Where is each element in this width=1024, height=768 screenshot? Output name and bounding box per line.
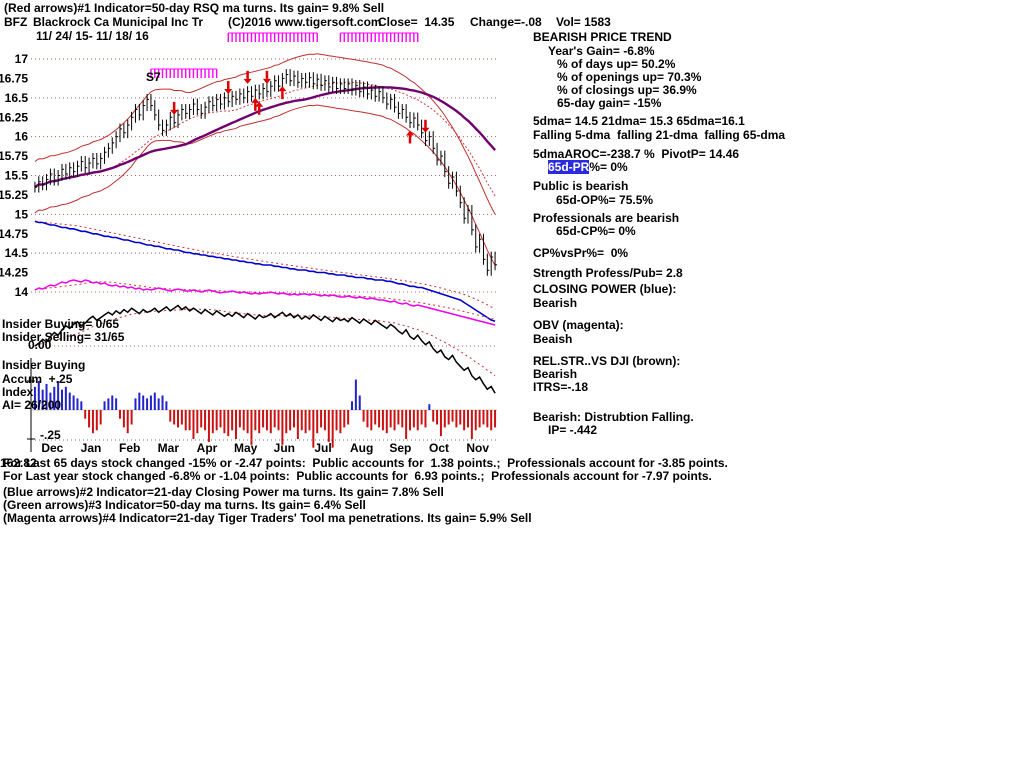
copyright-text: (C)2016 www.tigersoft.com xyxy=(228,15,382,29)
magenta-arrows-indicator-line: (Magenta arrows)#4 Indicator=21-day Tige… xyxy=(3,511,532,525)
ticker-symbol: BFZ xyxy=(4,15,28,29)
stat-65d-pr: 65d-PR%= 0% xyxy=(548,160,628,174)
footer-overlay-number: 162.82 xyxy=(0,456,37,470)
svg-text:16.25: 16.25 xyxy=(0,110,28,124)
svg-text:16.5: 16.5 xyxy=(5,91,29,105)
stat-closings-up: % of closings up= 36.9% xyxy=(557,83,697,97)
svg-text:Jul: Jul xyxy=(314,441,331,455)
svg-text:16.75: 16.75 xyxy=(0,71,28,85)
trend-title: BEARISH PRICE TREND xyxy=(533,30,672,44)
svg-text:Dec: Dec xyxy=(41,441,63,455)
accum-pane-label-4: AI= 26/200 xyxy=(2,398,62,412)
svg-text:17: 17 xyxy=(15,52,29,66)
stat-strength-ratio: Strength Profess/Pub= 2.8 xyxy=(533,266,683,280)
footer-65day-summary: For Last 65 days stock changed -15% or -… xyxy=(3,456,728,470)
stat-itrs: ITRS=-.18 xyxy=(533,380,589,394)
rs-zero-label: 0.00 xyxy=(28,338,52,352)
stat-days-up: % of days up= 50.2% xyxy=(557,57,676,71)
svg-text:14.25: 14.25 xyxy=(0,266,28,280)
stat-dma-values: 5dma= 14.5 21dma= 15.3 65dma=16.1 xyxy=(533,114,745,128)
stat-public-bearish: Public is bearish xyxy=(533,179,629,193)
svg-text:Jan: Jan xyxy=(81,441,102,455)
svg-text:Oct: Oct xyxy=(429,441,449,455)
volume-value: Vol= 1583 xyxy=(556,15,611,29)
svg-text:16: 16 xyxy=(15,130,29,144)
stat-openings-up: % of openings up= 70.3% xyxy=(557,70,702,84)
svg-text:15: 15 xyxy=(15,207,29,221)
obv-title: OBV (magenta): xyxy=(533,318,624,332)
svg-text:Mar: Mar xyxy=(158,441,180,455)
accum-pane-label-2: Accum +.25 xyxy=(2,372,73,386)
insider-buying-count: Insider Buying= 0/65 xyxy=(2,317,120,331)
stat-years-gain: Year's Gain= -6.8% xyxy=(548,44,655,58)
stat-cp-vs-pr: CP%vsPr%= 0% xyxy=(533,246,629,260)
svg-text:Jun: Jun xyxy=(274,441,295,455)
stat-65d-cp: 65d-CP%= 0% xyxy=(556,224,636,238)
insider-selling-count: Insider Selling= 31/65 xyxy=(2,330,125,344)
blue-arrows-indicator-line: (Blue arrows)#2 Indicator=21-day Closing… xyxy=(3,485,444,499)
svg-text:Sep: Sep xyxy=(389,441,411,455)
stat-65d-pr-value: %= 0% xyxy=(589,160,628,174)
svg-text:May: May xyxy=(234,441,258,455)
stat-65d-op: 65d-OP%= 75.5% xyxy=(556,193,654,207)
svg-text:Aug: Aug xyxy=(350,441,373,455)
svg-text:Nov: Nov xyxy=(466,441,489,455)
company-name: Blackrock Ca Municipal Inc Tr xyxy=(33,15,204,29)
relstr-state: Bearish xyxy=(533,367,578,381)
red-arrows-indicator-line: (Red arrows)#1 Indicator=50-day RSQ ma t… xyxy=(4,1,385,15)
svg-text:15.25: 15.25 xyxy=(0,188,28,202)
svg-text:Apr: Apr xyxy=(197,441,218,455)
date-range: 11/ 24/ 15- 11/ 18/ 16 xyxy=(36,29,149,43)
stat-dma-direction: Falling 5-dma falling 21-dma falling 65-… xyxy=(533,128,786,142)
stat-65day-gain: 65-day gain= -15% xyxy=(557,96,662,110)
closing-power-title: CLOSING POWER (blue): xyxy=(533,282,677,296)
change-value: Change=-.08 xyxy=(470,15,542,29)
svg-text:14.75: 14.75 xyxy=(0,227,28,241)
closing-power-state: Bearish xyxy=(533,296,578,310)
close-value: Close= 14.35 xyxy=(378,15,455,29)
footer-year-summary: For Last year stock changed -6.8% or -1.… xyxy=(3,469,712,483)
svg-text:14.5: 14.5 xyxy=(5,246,29,260)
accum-pane-label-3: Index xyxy=(2,385,34,399)
accum-neg-scale-label: -.25 xyxy=(40,428,61,442)
stat-prof-bearish: Professionals are bearish xyxy=(533,211,680,225)
svg-text:14: 14 xyxy=(15,285,29,299)
stat-65d-pr-highlight: 65d-PR xyxy=(548,160,590,174)
stat-ip: IP= -.442 xyxy=(548,423,598,437)
obv-state: Beaish xyxy=(533,332,573,346)
svg-text:15.5: 15.5 xyxy=(5,169,29,183)
svg-text:15.75: 15.75 xyxy=(0,149,28,163)
svg-text:Feb: Feb xyxy=(119,441,140,455)
relstr-title: REL.STR..VS DJI (brown): xyxy=(533,354,681,368)
green-arrows-indicator-line: (Green arrows)#3 Indicator=50-day ma tur… xyxy=(3,498,366,512)
s7-signal-label: S7 xyxy=(146,70,161,84)
accum-pane-label-1: Insider Buying xyxy=(2,358,86,372)
stat-distribution: Bearish: Distrubtion Falling. xyxy=(533,410,694,424)
stock-chart-canvas: 17 16.75 16.5 16.25 16 15.75 15.5 15.25 15 14.75 1… xyxy=(0,32,498,455)
stat-aroc-pivot: 5dmaAROC=-238.7 % PivotP= 14.46 xyxy=(533,147,740,161)
